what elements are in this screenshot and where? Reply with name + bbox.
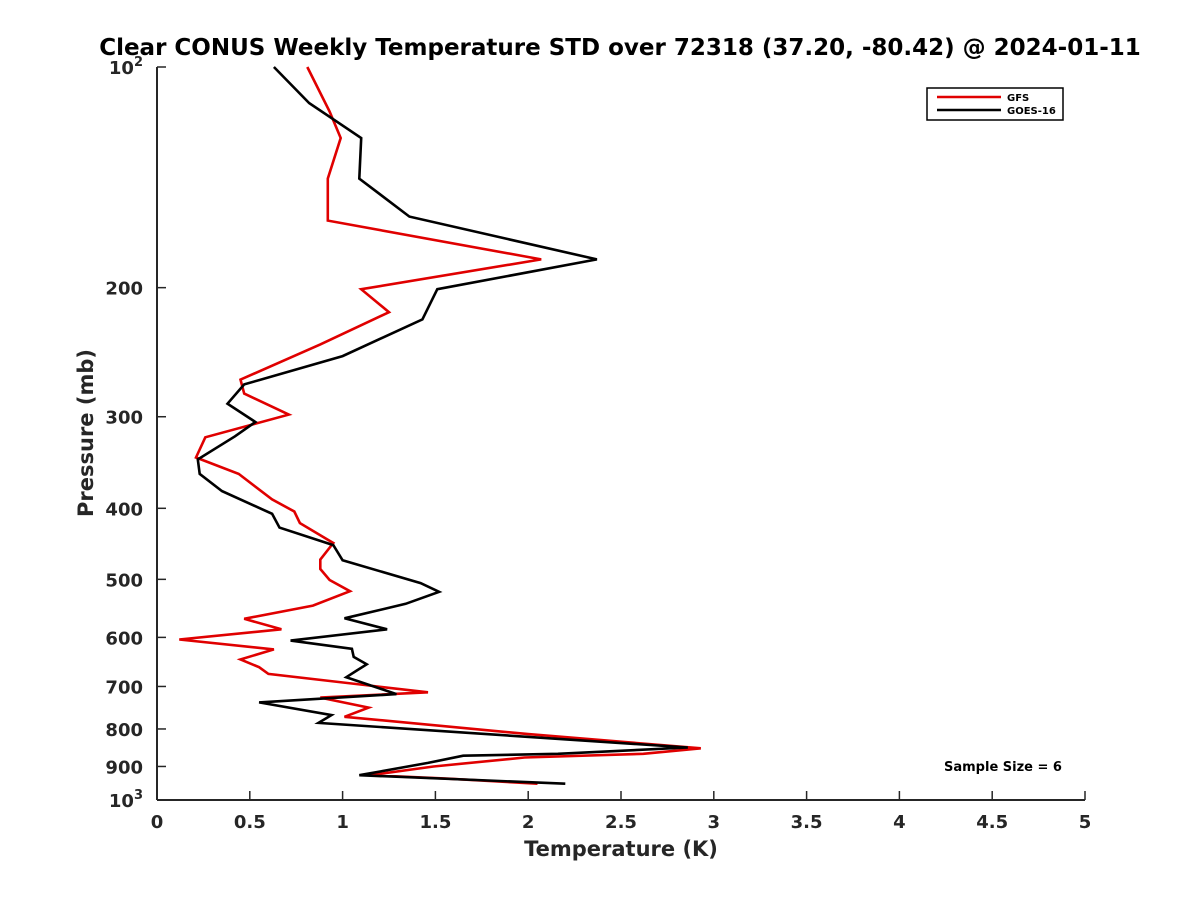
x-axis-label: Temperature (K) [524,837,718,861]
x-tick-label: 3.5 [791,812,823,833]
x-tick-label: 4.5 [976,812,1008,833]
x-tick-label: 0 [151,812,164,833]
chart-title: Clear CONUS Weekly Temperature STD over … [99,35,1141,61]
y-tick-label: 400 [105,499,143,520]
legend-label-goes16: GOES-16 [1007,106,1056,117]
x-tick-label: 2 [522,812,535,833]
y-tick-label: 700 [105,677,143,698]
y-tick-label: 500 [105,570,143,591]
y-tick-label: 800 [105,720,143,741]
series-layer [179,66,701,785]
sample-size-annotation: Sample Size = 6 [944,760,1062,775]
x-tick-label: 5 [1079,812,1092,833]
x-tick-label: 2.5 [605,812,637,833]
x-tick-label: 3 [708,812,721,833]
legend-box [926,87,1064,121]
x-tick-label: 4 [893,812,906,833]
series-line-goes16 [196,66,688,785]
y-ticks: 102 200 300 400 500 600 700 800 900 103 [105,55,166,812]
y-tick-label: 900 [105,757,143,778]
legend: GFS GOES-16 [926,87,1064,121]
x-ticks: 0 0.5 1 1.5 2 2.5 3 3.5 4 4.5 5 [151,791,1092,833]
y-tick-label: 103 [109,788,143,812]
x-tick-label: 1.5 [419,812,451,833]
x-tick-label: 0.5 [234,812,266,833]
y-tick-label: 200 [105,279,143,300]
series-line-gfs [179,66,701,785]
y-tick-label: 102 [109,55,143,79]
legend-label-gfs: GFS [1007,93,1029,104]
y-tick-label: 600 [105,628,143,649]
y-tick-label: 300 [105,408,143,429]
y-axis-label: Pressure (mb) [74,349,98,517]
x-tick-label: 1 [336,812,349,833]
